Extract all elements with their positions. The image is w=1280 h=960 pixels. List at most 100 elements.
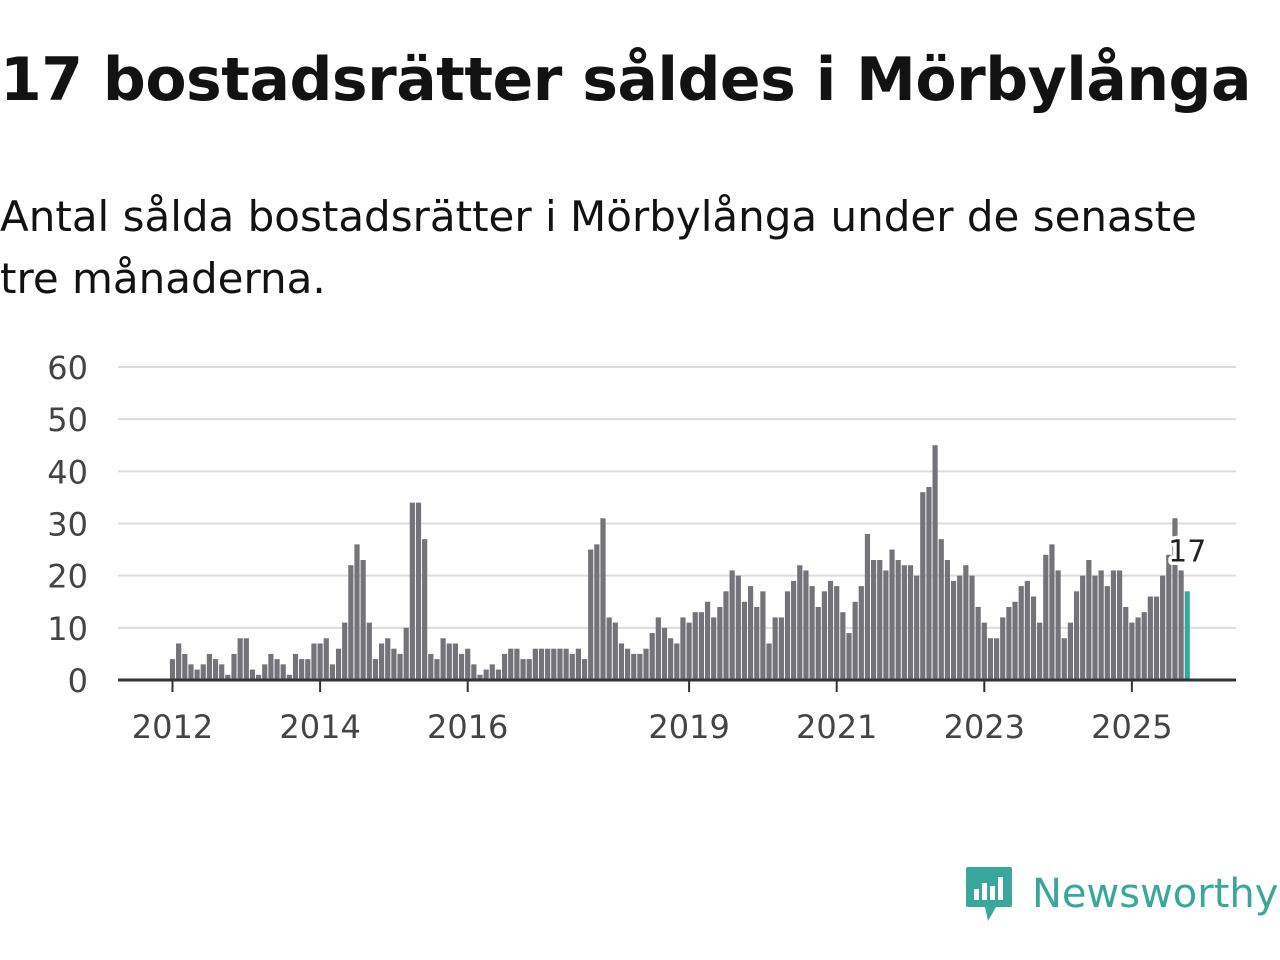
bar xyxy=(360,560,366,680)
bar xyxy=(372,659,379,680)
bar xyxy=(268,653,274,680)
bar xyxy=(502,653,508,680)
bar xyxy=(1135,617,1141,680)
bar xyxy=(821,591,827,680)
bar xyxy=(889,549,895,680)
bar xyxy=(840,612,846,680)
bar xyxy=(219,664,225,680)
bar xyxy=(1073,591,1080,680)
bar xyxy=(477,674,483,680)
bar xyxy=(311,643,317,680)
bar xyxy=(754,606,760,680)
bar xyxy=(1117,570,1123,680)
bar-chart: 0 10 20 30 40 50 60 2012 2014 2016 2019 2021 2023 202… xyxy=(47,349,1236,746)
bar xyxy=(1055,570,1061,680)
bar xyxy=(618,643,625,680)
x-tick-label: 2023 xyxy=(944,708,1025,746)
highlight-value-label: 17 xyxy=(1168,534,1206,569)
bar xyxy=(606,617,612,680)
bar xyxy=(711,617,717,680)
bar xyxy=(212,659,219,680)
bar xyxy=(1024,580,1030,680)
bar xyxy=(914,575,920,680)
bar xyxy=(723,591,729,680)
bar xyxy=(957,575,963,680)
bar xyxy=(342,622,348,680)
x-tick-label: 2025 xyxy=(1091,708,1172,746)
highlight-bar xyxy=(1184,591,1190,680)
bar xyxy=(643,648,649,680)
bar xyxy=(950,580,957,680)
bar xyxy=(932,445,938,680)
bar xyxy=(625,648,631,680)
bar xyxy=(323,638,329,680)
bar xyxy=(1160,575,1166,680)
bar xyxy=(243,638,249,680)
bar xyxy=(674,643,680,680)
bar xyxy=(575,648,581,680)
bar xyxy=(581,659,588,680)
bar xyxy=(397,653,403,680)
bar xyxy=(864,533,871,680)
bar xyxy=(391,648,397,680)
bar xyxy=(766,643,772,680)
bar xyxy=(735,575,741,680)
bar xyxy=(594,544,600,680)
brand[interactable]: Newsworthy xyxy=(964,864,1278,924)
bar xyxy=(803,570,809,680)
bar xyxy=(329,664,335,680)
bar xyxy=(680,617,686,680)
bar xyxy=(784,591,791,680)
bar xyxy=(1141,612,1147,680)
bar xyxy=(200,664,206,680)
bar xyxy=(409,502,415,680)
bar xyxy=(557,648,563,680)
bar xyxy=(1043,554,1049,680)
bar xyxy=(834,586,840,680)
bar xyxy=(987,638,994,680)
x-tick-label: 2012 xyxy=(132,708,213,746)
bar xyxy=(852,601,858,680)
bar xyxy=(1123,606,1129,680)
bar xyxy=(206,653,212,680)
bar xyxy=(446,643,452,680)
bar xyxy=(231,653,237,680)
bar xyxy=(1049,544,1055,680)
bar xyxy=(920,492,926,680)
bar xyxy=(1080,575,1086,680)
bar xyxy=(698,612,704,680)
bar xyxy=(299,659,305,680)
bar xyxy=(858,586,864,680)
bar xyxy=(385,638,391,680)
bar xyxy=(926,486,932,680)
bar xyxy=(1092,575,1098,680)
page-title: 17 bostadsrätter såldes i Mörbylånga xyxy=(0,45,1251,115)
bar xyxy=(877,560,883,680)
bar xyxy=(963,565,969,680)
bar xyxy=(274,659,280,680)
x-tick-label: 2019 xyxy=(648,708,729,746)
bar xyxy=(1018,586,1024,680)
bar xyxy=(1012,601,1018,680)
bar xyxy=(588,549,594,680)
bar xyxy=(655,617,661,680)
bar xyxy=(1067,622,1073,680)
bar xyxy=(704,601,711,680)
bar xyxy=(1086,560,1092,680)
bar xyxy=(286,674,292,680)
bar xyxy=(495,669,502,680)
bar xyxy=(465,648,471,680)
bar xyxy=(846,633,852,680)
bar xyxy=(649,633,655,680)
bar xyxy=(194,669,200,680)
bar xyxy=(569,653,575,680)
bar xyxy=(981,622,987,680)
bar xyxy=(827,580,834,680)
x-tick-label: 2021 xyxy=(796,708,877,746)
x-tick-label: 2016 xyxy=(427,708,508,746)
bar xyxy=(348,565,354,680)
bar xyxy=(1000,617,1006,680)
bar xyxy=(944,560,950,680)
bar xyxy=(249,669,256,680)
bar xyxy=(440,638,446,680)
